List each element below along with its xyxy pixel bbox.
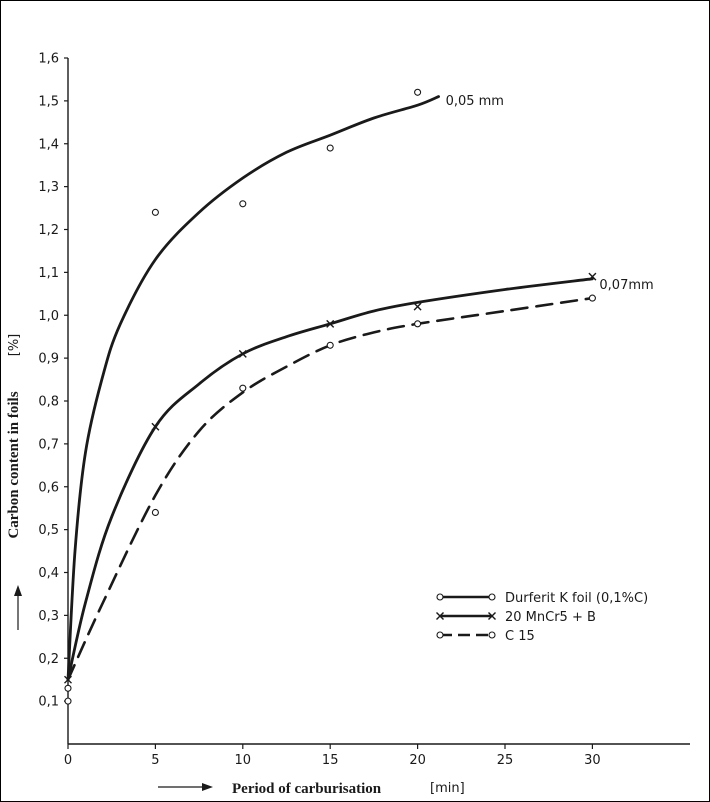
y-tick-label: 1,2 [38,223,59,238]
legend: Durferit K foil (0,1%C) 20 MnCr5 + B C 15 [436,591,648,644]
y-tick-label: 1,5 [38,94,59,109]
x-tick-label: 5 [151,753,159,768]
data-point-c15 [326,341,334,349]
legend-marker [488,631,496,639]
series-c15 [64,294,596,705]
y-axis-unit: [%] [7,334,22,357]
data-point-20mncr5-b [588,272,597,281]
x-tick-label: 10 [235,753,252,768]
x-axis-title: Period of carburisation [232,781,382,797]
y-ticks: 0,1 0,2 0,3 0,4 0,5 0,6 0,7 0,8 0,9 1,0 1,1 1,2 1,3 1… [38,52,68,710]
legend-marker [436,593,444,601]
legend-label: C 15 [505,629,535,644]
legend-entry-c15: C 15 [436,629,535,644]
x-axis-arrow-icon [158,783,213,791]
y-tick-label: 1,0 [38,309,59,324]
y-tick-label: 0,6 [38,480,59,495]
curve-annotations: 0,05 mm 0,07mm [446,94,654,293]
y-tick-label: 0,2 [38,652,59,667]
curve-annotation: 0,05 mm [446,94,504,109]
data-point-durferit-k-foil [239,200,247,208]
y-tick-label: 0,3 [38,609,59,624]
x-tick-label: 0 [64,753,72,768]
series-line-durferit-k-foil [66,95,440,682]
y-tick-label: 1,3 [38,180,59,195]
series-line-c15 [66,296,594,681]
data-point-20mncr5-b [326,319,335,328]
y-axis-arrow-icon [14,585,22,630]
data-point-c15 [414,320,422,328]
data-point-c15 [151,508,159,517]
y-axis-title: Carbon content in foils [6,391,22,538]
y-tick-label: 1,1 [38,266,59,281]
legend-entry-durferit-k-foil: Durferit K foil (0,1%C) [436,591,648,606]
data-point-c15 [64,697,72,705]
legend-marker [436,612,444,620]
data-point-20mncr5-b [413,302,422,311]
data-point-c15 [588,294,596,302]
data-point-durferit-k-foil [151,208,159,216]
x-tick-label: 25 [497,753,514,768]
data-point-durferit-k-foil [326,144,334,152]
legend-label: 20 MnCr5 + B [505,610,596,625]
series-layer [64,88,597,705]
legend-entry-20mncr5-b: 20 MnCr5 + B [436,610,596,625]
legend-label: Durferit K foil (0,1%C) [505,591,648,606]
data-point-durferit-k-foil [414,88,422,96]
curve-annotation: 0,07mm [599,278,653,293]
x-tick-label: 20 [409,753,426,768]
series-durferit-k-foil [64,88,440,692]
x-axis-unit: [min] [430,781,465,796]
y-tick-label: 0,5 [38,523,59,538]
legend-marker [436,631,444,639]
y-tick-label: 0,1 [38,695,59,710]
legend-marker [488,612,496,620]
data-point-durferit-k-foil [64,684,72,692]
y-tick-label: 0,8 [38,395,59,410]
x-ticks: 0 5 10 15 20 25 30 [64,744,601,768]
data-point-c15 [239,384,247,392]
y-tick-label: 1,6 [38,52,59,67]
data-point-20mncr5-b [238,349,247,358]
y-tick-label: 0,9 [38,352,59,367]
y-tick-label: 1,4 [38,137,59,152]
x-tick-label: 30 [584,753,601,768]
x-tick-label: 15 [322,753,339,768]
legend-marker [488,593,496,601]
data-point-20mncr5-b [151,422,160,431]
y-tick-label: 0,7 [38,437,59,452]
y-tick-label: 0,4 [38,566,59,581]
series-line-20mncr5-b [66,277,594,682]
